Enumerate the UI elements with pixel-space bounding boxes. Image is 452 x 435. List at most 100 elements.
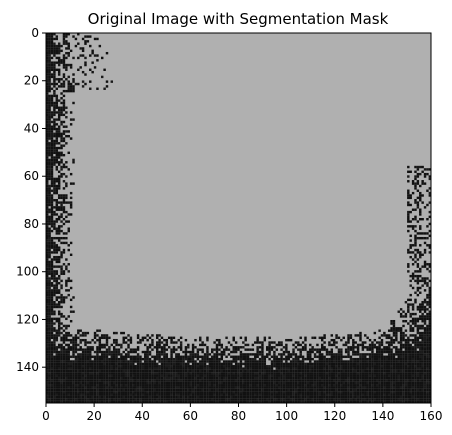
image-pixel bbox=[399, 367, 403, 370]
image-pixel bbox=[144, 379, 147, 382]
image-pixel bbox=[285, 350, 288, 354]
image-pixel bbox=[172, 341, 176, 344]
image-pixel bbox=[48, 191, 51, 195]
image-pixel bbox=[237, 386, 240, 389]
image-pixel bbox=[203, 360, 207, 363]
image-pixel bbox=[220, 379, 224, 382]
image-pixel bbox=[416, 293, 420, 297]
image-pixel bbox=[419, 227, 422, 230]
image-pixel bbox=[50, 75, 54, 79]
image-pixel bbox=[53, 210, 56, 214]
image-pixel bbox=[409, 391, 412, 394]
image-pixel bbox=[79, 47, 82, 50]
image-pixel bbox=[151, 381, 154, 385]
image-pixel bbox=[294, 384, 298, 387]
image-pixel bbox=[48, 163, 51, 166]
image-pixel bbox=[414, 301, 417, 304]
image-pixel bbox=[383, 369, 386, 373]
image-pixel bbox=[60, 374, 63, 377]
image-pixel bbox=[53, 61, 56, 64]
image-pixel bbox=[148, 362, 152, 366]
image-pixel bbox=[55, 180, 59, 183]
image-pixel bbox=[50, 272, 54, 275]
image-pixel bbox=[416, 393, 420, 396]
image-pixel bbox=[69, 310, 73, 313]
image-pixel bbox=[177, 355, 180, 358]
image-pixel bbox=[285, 346, 288, 349]
image-pixel bbox=[48, 263, 51, 266]
image-pixel bbox=[117, 376, 121, 380]
image-pixel bbox=[206, 355, 209, 358]
image-pixel bbox=[148, 395, 152, 399]
image-pixel bbox=[368, 346, 372, 349]
image-pixel bbox=[55, 265, 59, 268]
image-pixel bbox=[191, 355, 195, 358]
image-pixel bbox=[48, 82, 51, 86]
image-pixel bbox=[323, 355, 326, 358]
image-pixel bbox=[344, 369, 348, 373]
image-pixel bbox=[407, 308, 410, 311]
image-pixel bbox=[69, 82, 73, 86]
image-pixel bbox=[108, 360, 111, 363]
image-pixel bbox=[340, 391, 343, 394]
image-pixel bbox=[50, 130, 54, 133]
image-pixel bbox=[194, 376, 197, 380]
image-pixel bbox=[96, 54, 99, 57]
image-pixel bbox=[378, 384, 381, 387]
image-pixel bbox=[328, 372, 331, 375]
image-pixel bbox=[347, 398, 350, 401]
image-pixel bbox=[387, 369, 391, 373]
image-pixel bbox=[84, 35, 87, 38]
image-pixel bbox=[373, 360, 377, 363]
image-pixel bbox=[383, 334, 386, 337]
image-pixel bbox=[179, 336, 183, 340]
image-pixel bbox=[136, 341, 140, 344]
image-pixel bbox=[304, 357, 307, 361]
image-pixel bbox=[306, 398, 310, 401]
image-pixel bbox=[397, 386, 400, 389]
image-pixel bbox=[311, 367, 314, 370]
image-pixel bbox=[67, 87, 70, 90]
image-pixel bbox=[60, 215, 63, 219]
image-pixel bbox=[407, 348, 410, 351]
image-pixel bbox=[196, 381, 200, 385]
image-pixel bbox=[402, 381, 405, 385]
image-pixel bbox=[309, 384, 312, 387]
image-pixel bbox=[53, 106, 56, 109]
image-pixel bbox=[65, 327, 68, 330]
image-pixel bbox=[127, 338, 130, 342]
image-pixel bbox=[330, 372, 334, 375]
image-pixel bbox=[57, 291, 61, 294]
image-pixel bbox=[187, 381, 190, 385]
image-pixel bbox=[277, 379, 281, 382]
image-pixel bbox=[227, 395, 231, 399]
image-pixel bbox=[55, 134, 59, 138]
image-pixel bbox=[309, 350, 312, 354]
image-pixel bbox=[289, 381, 293, 385]
image-pixel bbox=[46, 312, 49, 316]
image-pixel bbox=[84, 360, 87, 363]
image-pixel bbox=[356, 388, 360, 392]
image-pixel bbox=[258, 395, 262, 399]
image-pixel bbox=[89, 87, 92, 90]
image-pixel bbox=[72, 374, 75, 377]
image-pixel bbox=[120, 398, 123, 401]
image-pixel bbox=[280, 391, 283, 394]
image-pixel bbox=[256, 350, 259, 354]
image-pixel bbox=[419, 196, 422, 200]
image-pixel bbox=[409, 346, 412, 349]
image-pixel bbox=[323, 379, 326, 382]
image-pixel bbox=[242, 346, 245, 349]
image-pixel bbox=[48, 374, 51, 377]
image-pixel bbox=[313, 379, 317, 382]
image-pixel bbox=[93, 379, 97, 382]
image-pixel bbox=[301, 367, 305, 370]
image-pixel bbox=[332, 384, 336, 387]
image-pixel bbox=[74, 362, 78, 366]
image-pixel bbox=[141, 388, 145, 392]
image-pixel bbox=[74, 360, 78, 363]
image-pixel bbox=[132, 357, 135, 361]
image-pixel bbox=[62, 132, 66, 136]
image-pixel bbox=[414, 348, 417, 351]
image-pixel bbox=[421, 346, 424, 349]
